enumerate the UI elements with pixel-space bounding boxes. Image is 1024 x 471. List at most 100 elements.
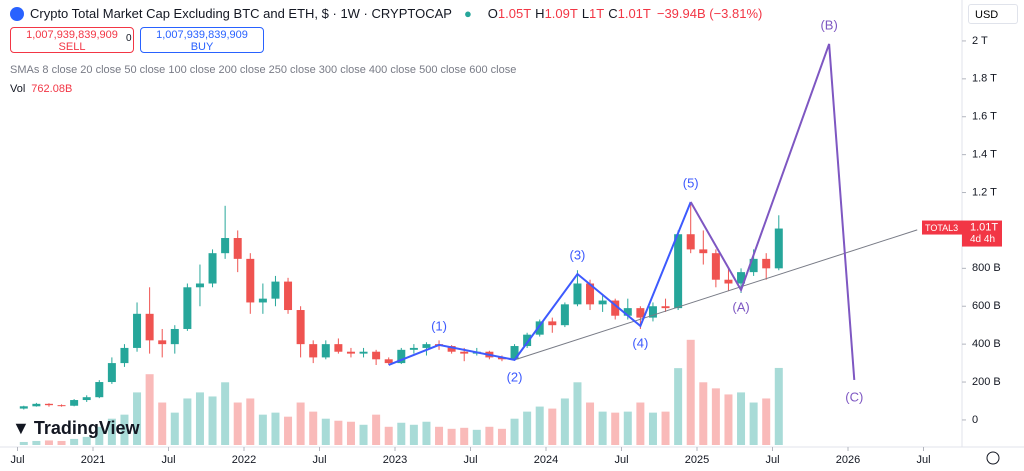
volume-bar: [737, 392, 746, 445]
candle-body: [535, 321, 544, 335]
candle-body: [346, 351, 355, 354]
x-tick-label: Jul: [614, 454, 628, 466]
volume-bar: [19, 441, 28, 445]
x-tick-label: 2026: [836, 454, 860, 466]
candle-body: [674, 234, 683, 309]
wave-label: (A): [732, 299, 749, 314]
volume-bar: [762, 398, 771, 445]
candle-body: [145, 313, 154, 341]
volume-bar: [334, 420, 343, 445]
x-tick-label: 2024: [534, 454, 558, 466]
x-tick-label: 2022: [232, 454, 256, 466]
candle-body: [409, 347, 418, 350]
candle-body: [384, 359, 393, 364]
volume-bar: [460, 427, 469, 445]
volume-bar: [208, 396, 217, 445]
price-tag: [962, 220, 1002, 247]
volume-bar: [271, 412, 280, 445]
x-tick-label: 2021: [81, 454, 105, 466]
volume-bar: [384, 426, 393, 445]
volume-bar: [774, 367, 783, 445]
candle-body: [523, 334, 532, 347]
y-tick-label: 0: [972, 414, 978, 426]
candle-body: [460, 351, 469, 354]
volume-bar: [32, 440, 41, 445]
wave-label: (2): [507, 369, 523, 384]
ohlc-key: L: [581, 6, 590, 21]
candle-body: [170, 328, 179, 345]
candle-body: [133, 313, 142, 348]
buy-button[interactable]: 1,007,939,839,909 BUY: [140, 27, 264, 53]
ohlc-key: O: [487, 6, 498, 21]
candle-body: [623, 308, 632, 316]
candle-body: [762, 258, 771, 269]
candle-body: [774, 228, 783, 269]
candle-body: [246, 258, 255, 303]
volume-bar: [284, 416, 293, 445]
volume-bar: [359, 424, 368, 445]
y-tick-label: 1.2 T: [972, 186, 997, 198]
sell-button[interactable]: 1,007,939,839,909 SELL: [10, 27, 134, 53]
candle-body: [611, 300, 620, 316]
volume-bar: [321, 418, 330, 445]
wave-label: (4): [632, 335, 648, 350]
symbol-icon: [10, 6, 24, 21]
x-tick-label: Jul: [312, 454, 326, 466]
volume-bar: [95, 426, 104, 445]
y-tick-label: 1.6 T: [972, 111, 997, 123]
volume-bar: [409, 424, 418, 445]
candle-body: [32, 403, 41, 407]
y-tick-label: 600 B: [972, 300, 1001, 312]
candle-body: [120, 347, 129, 364]
candle-body: [321, 344, 330, 358]
volume-bar: [598, 411, 607, 445]
candle-body: [271, 281, 280, 299]
ohlc-value: 1.09T: [544, 6, 578, 21]
indicators[interactable]: SMAs 8 close 20 close 50 close 100 close…: [10, 64, 517, 76]
x-tick-label: Jul: [463, 454, 477, 466]
candle-body: [661, 306, 670, 309]
candle-body: [309, 344, 318, 358]
vol-label: Vol: [10, 83, 26, 95]
ohlc-value: 1.01T: [617, 6, 651, 21]
x-tick-label: 2023: [383, 454, 407, 466]
volume-legend: Vol 762.08B: [10, 83, 72, 95]
candle-body: [296, 310, 305, 345]
volume-bar: [523, 411, 532, 445]
trendline: [514, 229, 918, 361]
logo-text: TradingView: [33, 418, 140, 438]
y-tick-label: 1.4 T: [972, 149, 997, 161]
volume-bar: [422, 421, 431, 445]
ohlc-key: C: [608, 6, 618, 21]
change: −39.94B (−3.81%): [656, 6, 763, 21]
candle-body: [107, 363, 116, 383]
ohlc-value: 1.05T: [497, 6, 532, 21]
volume-bar: [548, 408, 557, 445]
candle-body: [19, 406, 28, 409]
volume-bar: [158, 402, 167, 445]
ohlc: O1.05T H1.09T L1T C1.01T: [484, 6, 651, 21]
candle-body: [258, 298, 267, 303]
settings-icon[interactable]: [986, 451, 1000, 465]
volume-bar: [586, 402, 595, 445]
x-tick-label: Jul: [10, 454, 24, 466]
volume-bar: [560, 398, 569, 445]
candle-body: [573, 283, 582, 305]
currency[interactable]: USD: [968, 4, 1018, 24]
candle-body: [359, 351, 368, 354]
volume-bar: [133, 392, 142, 445]
candle-body: [686, 234, 695, 250]
volume-bar: [296, 402, 305, 445]
candle-body: [372, 351, 381, 360]
volume-bar: [195, 392, 204, 445]
volume-bar: [485, 426, 494, 445]
volume-bar: [711, 388, 720, 445]
y-tick-label: 200 B: [972, 376, 1001, 388]
candle-body: [586, 283, 595, 305]
title: Crypto Total Market Cap Excluding BTC an…: [30, 6, 452, 21]
volume-bar: [120, 414, 129, 445]
volume-bar: [82, 436, 91, 445]
candle-body: [70, 400, 79, 406]
wave-label: (B): [820, 17, 837, 32]
